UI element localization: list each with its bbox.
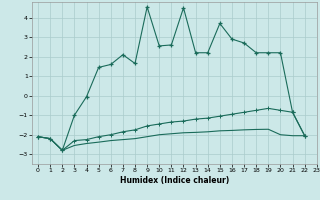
X-axis label: Humidex (Indice chaleur): Humidex (Indice chaleur) xyxy=(120,176,229,185)
